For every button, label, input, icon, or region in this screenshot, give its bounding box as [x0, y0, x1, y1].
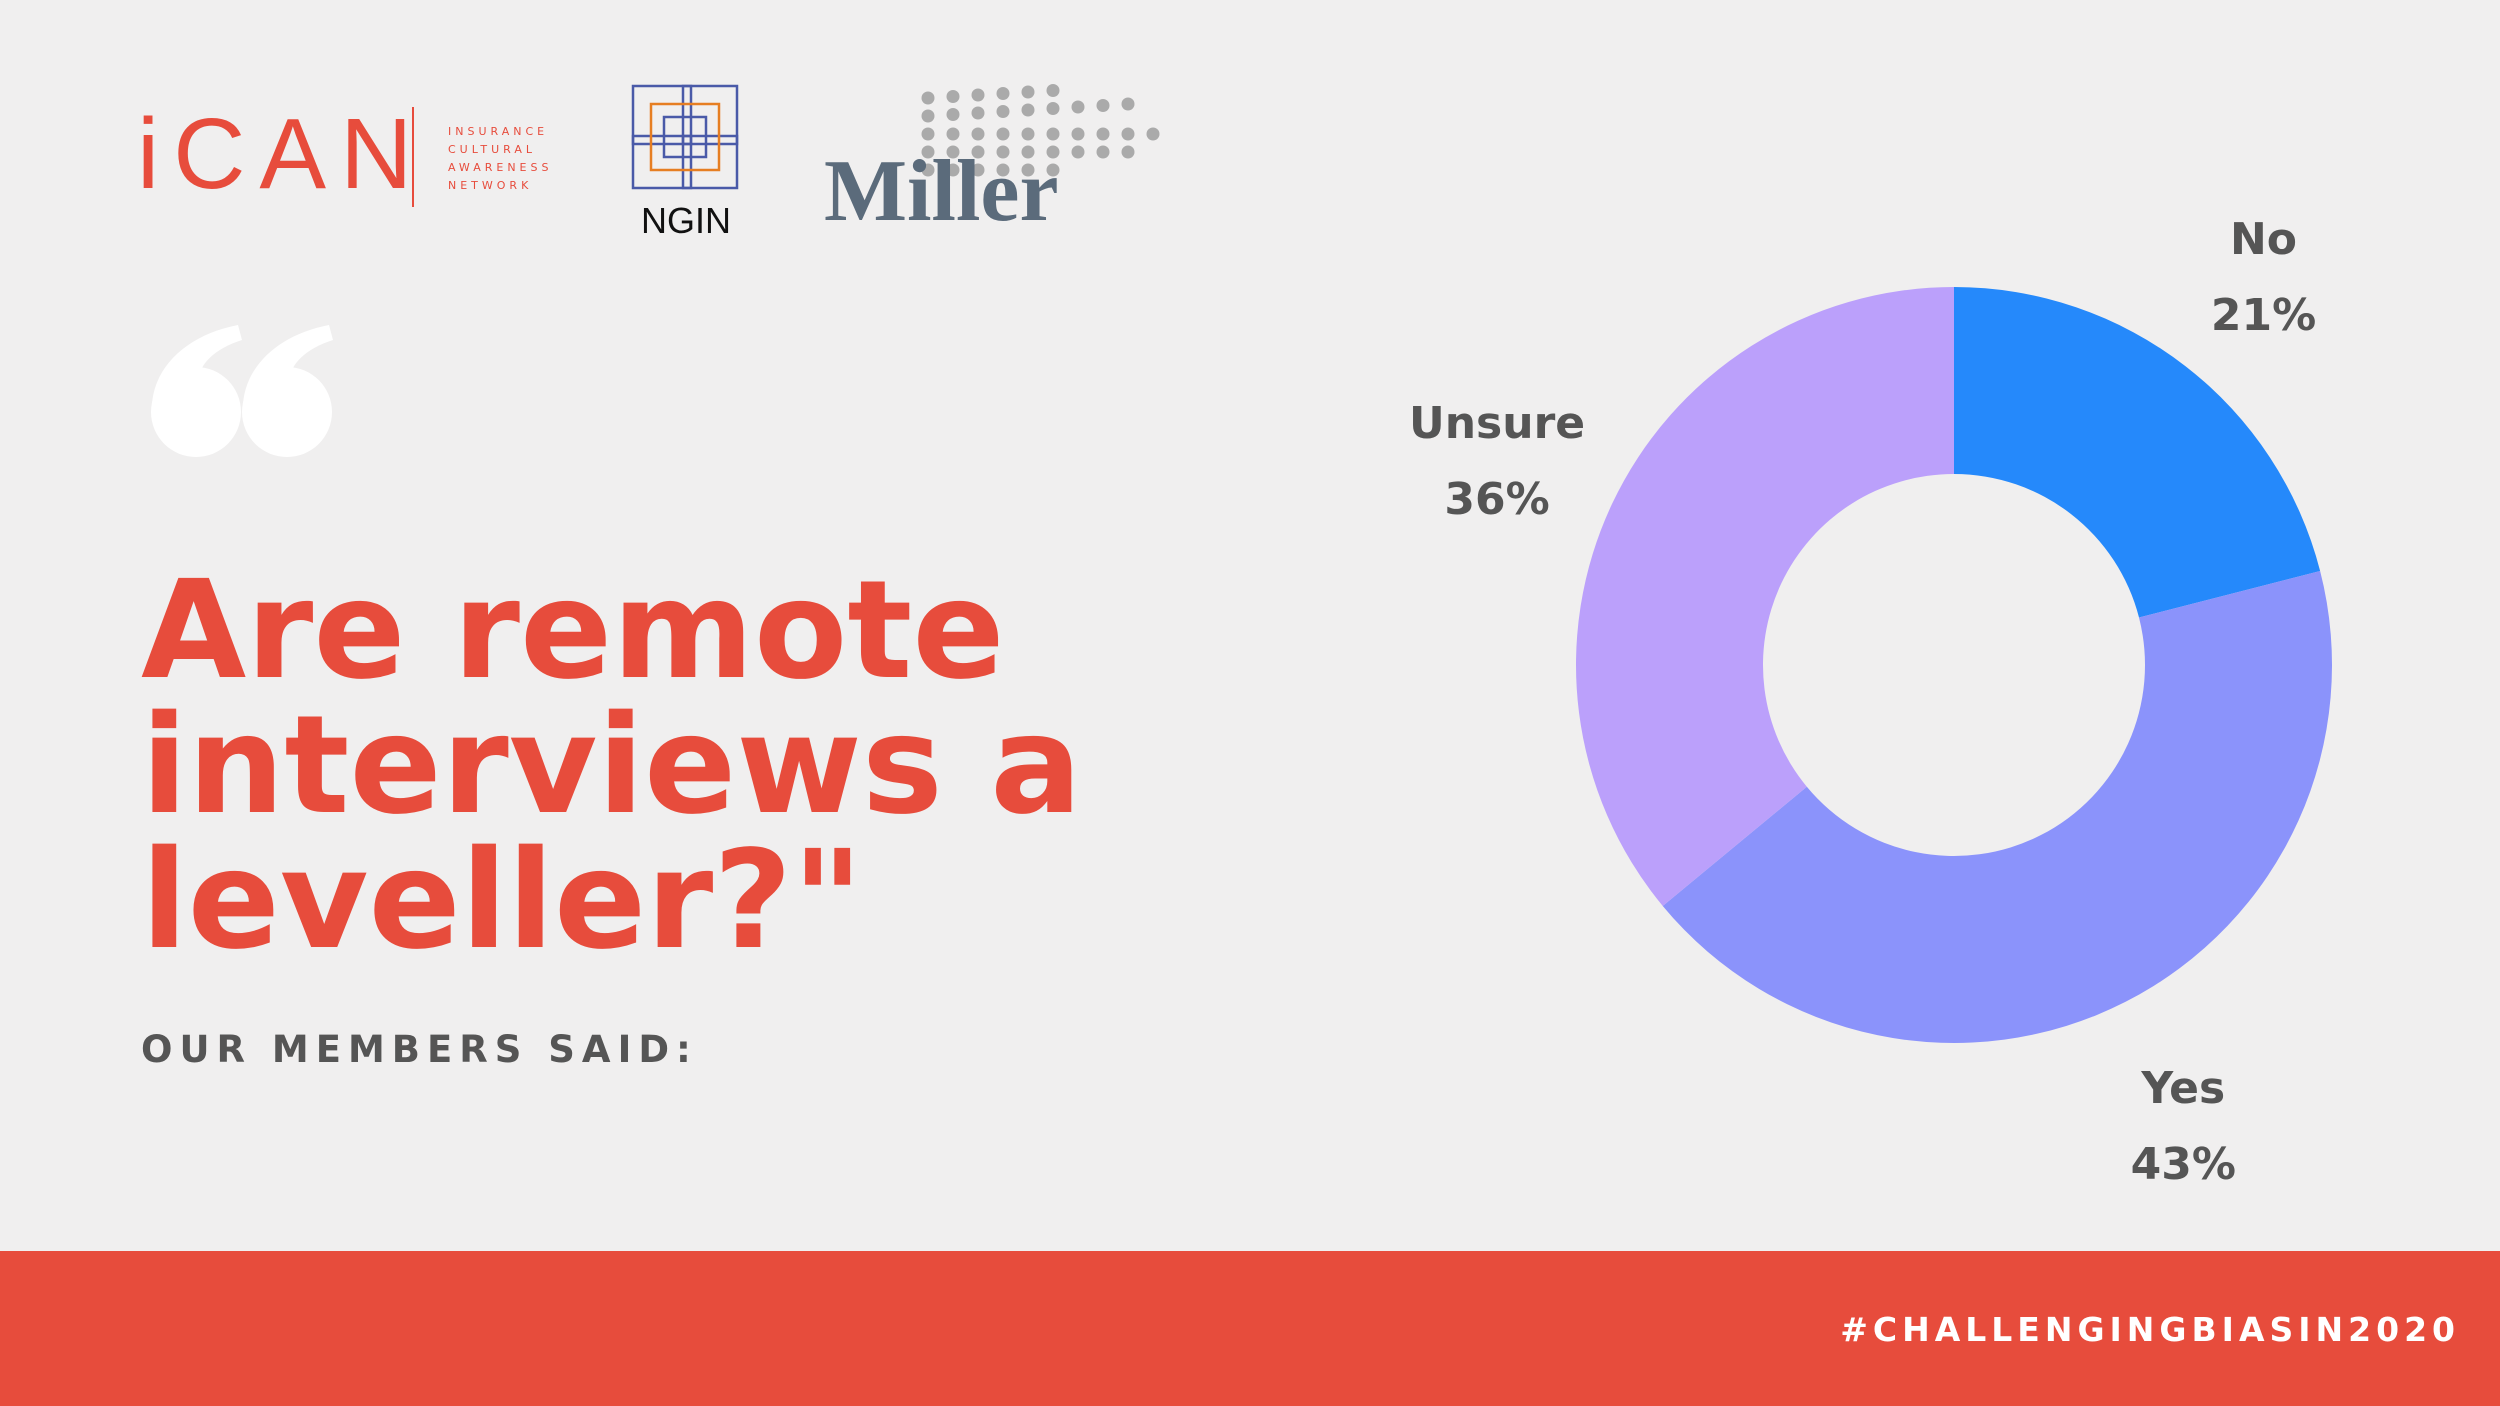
dot — [996, 163, 1010, 177]
dot — [946, 108, 960, 121]
dot — [1021, 85, 1035, 99]
footer-hashtag: #CHALLENGINGBIASIN2020 — [1840, 1310, 2460, 1349]
dot — [946, 90, 960, 103]
dot — [971, 127, 985, 141]
dot — [1096, 127, 1110, 141]
slice — [1954, 287, 2321, 618]
dot — [921, 163, 935, 177]
dot — [971, 163, 985, 177]
dot — [1046, 84, 1060, 97]
donut-chart: No 21% Yes 43% Unsure 36% — [1409, 214, 2332, 1190]
dot — [996, 87, 1010, 100]
dot — [971, 145, 985, 159]
dot — [1046, 145, 1060, 159]
tagline-line: CULTURAL — [448, 143, 536, 156]
dot — [1021, 127, 1035, 141]
tagline-line: NETWORK — [448, 179, 532, 192]
subtitle: OUR MEMBERS SAID: — [141, 1028, 698, 1071]
tagline-line: AWARENESS — [448, 161, 552, 174]
dot — [1146, 127, 1160, 141]
dot — [946, 145, 960, 159]
dot — [1121, 145, 1135, 159]
slice — [1576, 287, 1954, 906]
dot — [1046, 102, 1060, 115]
dot — [1121, 127, 1135, 141]
miller-dots — [921, 84, 1160, 177]
dot — [946, 127, 960, 141]
quote-mark — [151, 325, 333, 457]
slice-value-label: 36% — [1444, 474, 1549, 525]
dot — [1121, 97, 1135, 111]
dot — [946, 163, 960, 177]
title-line: interviews a — [141, 687, 1082, 845]
slice-label: Unsure — [1409, 398, 1585, 449]
dot — [1096, 99, 1110, 112]
dot — [1021, 163, 1035, 177]
ngin-logo: NGIN — [641, 200, 731, 241]
footer-band — [0, 1251, 2500, 1406]
dot — [1071, 100, 1085, 114]
dot — [1071, 127, 1085, 141]
dot — [921, 145, 935, 159]
dot — [996, 105, 1010, 118]
slice-value-label: 21% — [2211, 290, 2316, 341]
dot — [996, 127, 1010, 141]
slice-value-label: 43% — [2131, 1139, 2236, 1190]
slice — [1662, 570, 2332, 1044]
dot — [1046, 163, 1060, 177]
dot — [1096, 145, 1110, 159]
dot — [921, 109, 935, 123]
dot — [1021, 103, 1035, 117]
dot — [921, 91, 935, 105]
dot — [1071, 145, 1085, 159]
dot — [1046, 127, 1060, 141]
title-line: Are remote — [141, 552, 1005, 710]
ican-tagline: INSURANCE CULTURAL AWARENESS NETWORK — [448, 125, 552, 192]
dot — [971, 106, 985, 120]
ngin-icon — [631, 84, 739, 190]
miller-logo: Miller — [824, 143, 1059, 240]
tagline-line: INSURANCE — [448, 125, 548, 138]
dot — [1021, 145, 1035, 159]
dot — [996, 145, 1010, 159]
slice-label: Yes — [2140, 1063, 2225, 1114]
dot — [971, 88, 985, 102]
slice-label: No — [2230, 214, 2297, 265]
dot — [921, 127, 935, 141]
title-line: leveller?" — [141, 822, 863, 980]
ican-logo: iCAN — [137, 98, 426, 210]
